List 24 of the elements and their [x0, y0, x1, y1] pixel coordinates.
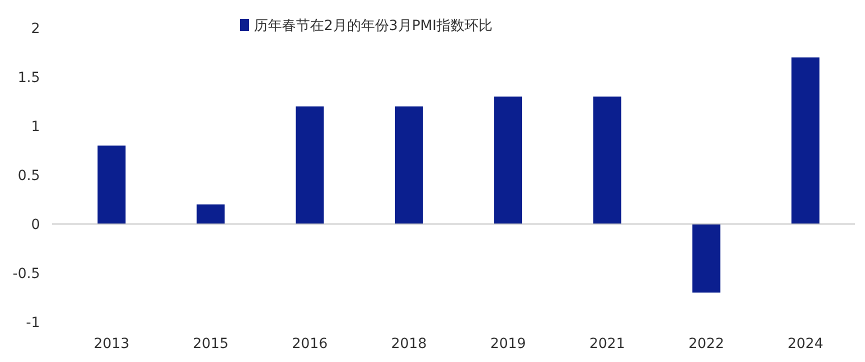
bar	[791, 57, 820, 224]
bar	[196, 204, 225, 224]
bar	[394, 106, 423, 224]
x-tick-label: 2013	[94, 336, 130, 352]
y-tick-label: 0	[31, 217, 40, 233]
bar	[98, 146, 126, 224]
bar	[593, 96, 622, 224]
y-tick-label: -0.5	[12, 266, 40, 282]
bar	[692, 224, 720, 293]
y-tick-label: -1	[26, 315, 40, 331]
y-tick-label: 1.5	[18, 70, 40, 86]
x-tick-label: 2019	[490, 336, 526, 352]
bar	[494, 96, 522, 224]
x-tick-label: 2021	[589, 336, 626, 352]
legend-label: 历年春节在2月的年份3月PMI指数环比	[254, 18, 492, 34]
x-tick-label: 2024	[788, 336, 824, 352]
y-tick-label: 0.5	[18, 168, 40, 184]
x-tick-label: 2015	[192, 336, 229, 352]
x-tick-label: 2016	[292, 336, 328, 352]
bar	[296, 106, 324, 224]
x-tick-label: 2018	[391, 336, 427, 352]
y-tick-label: 1	[31, 119, 40, 135]
y-tick-label: 2	[31, 21, 40, 37]
x-tick-label: 2022	[688, 336, 724, 352]
